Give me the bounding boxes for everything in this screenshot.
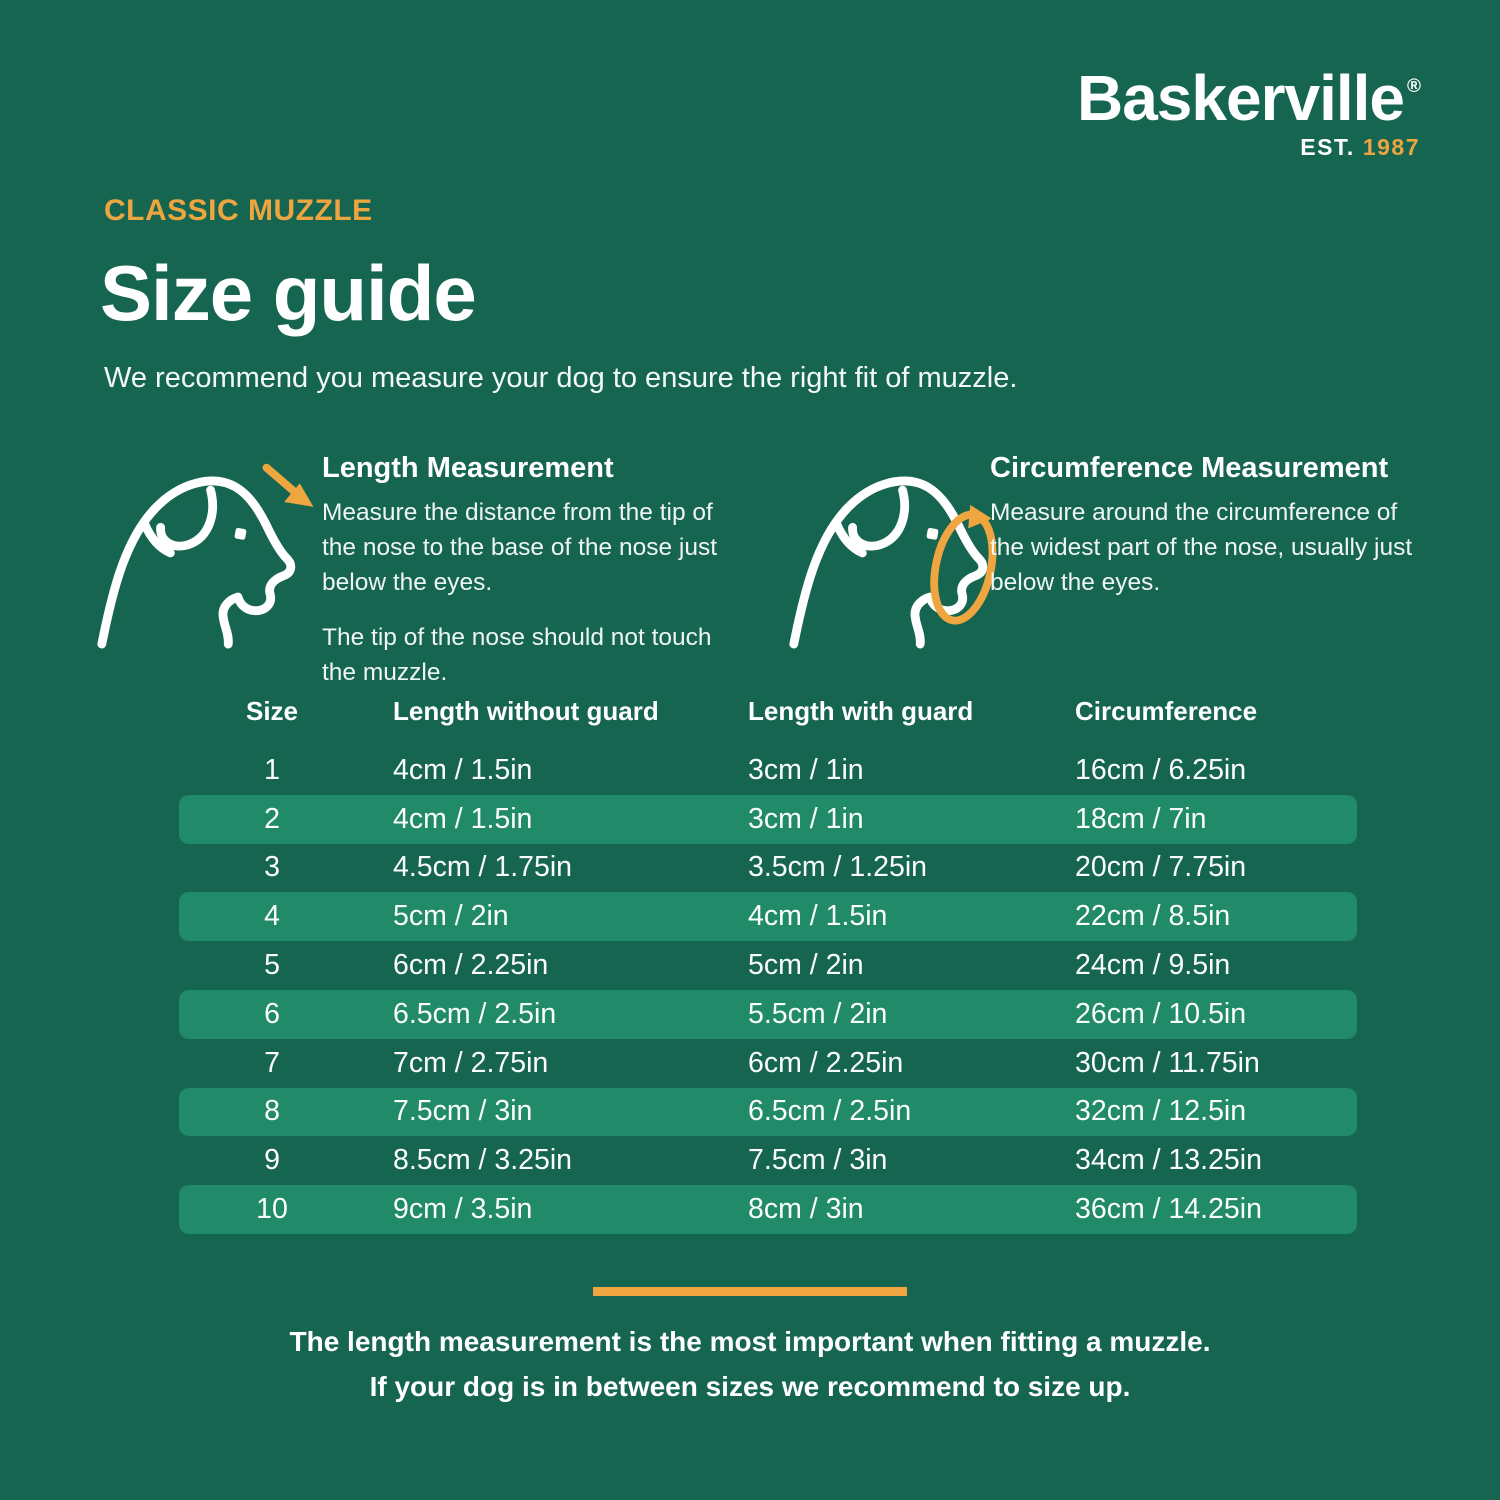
table-header-row: Size Length without guard Length with gu…: [179, 696, 1357, 746]
cell-size: 9: [264, 1144, 280, 1177]
cell-circumference: 18cm / 7in: [1075, 802, 1207, 835]
table-row: 8 7.5cm / 3in 6.5cm / 2.5in 32cm / 12.5i…: [179, 1087, 1357, 1137]
cell-length-with-guard: 5.5cm / 2in: [748, 997, 888, 1030]
length-measurement-title: Length Measurement: [322, 452, 614, 484]
header-length-without-guard: Length without guard: [393, 696, 659, 726]
header-size: Size: [245, 696, 299, 726]
size-table: Size Length without guard Length with gu…: [179, 696, 1357, 1234]
cell-length-without-guard: 8.5cm / 3.25in: [393, 1144, 573, 1177]
cell-circumference: 24cm / 9.5in: [1075, 949, 1231, 982]
header-length-with-guard: Length with guard: [748, 696, 974, 726]
cell-length-with-guard: 3.5cm / 1.25in: [748, 851, 928, 884]
cell-size: 4: [264, 900, 280, 933]
page-title: Size guide: [100, 249, 477, 337]
divider-bar: [593, 1287, 907, 1296]
cell-length-with-guard: 8cm / 3in: [748, 1193, 864, 1226]
cell-circumference: 16cm / 6.25in: [1075, 753, 1247, 786]
cell-circumference: 32cm / 12.5in: [1075, 1095, 1247, 1128]
cell-circumference: 30cm / 11.75in: [1075, 1046, 1260, 1079]
footer-line-1: The length measurement is the most impor…: [289, 1326, 1211, 1357]
cell-length-with-guard: 3cm / 1in: [748, 753, 864, 786]
circumference-measurement-title: Circumference Measurement: [990, 452, 1389, 484]
brand-name: Baskerville: [1076, 62, 1405, 134]
cell-length-without-guard: 9cm / 3.5in: [393, 1193, 533, 1226]
length-measurement-section: Length Measurement Measure the distance …: [322, 452, 750, 710]
table-row: 1 4cm / 1.5in 3cm / 1in 16cm / 6.25in: [179, 746, 1357, 795]
registered-trademark-icon: ®: [1407, 76, 1421, 97]
cell-circumference: 26cm / 10.5in: [1075, 997, 1247, 1030]
brand-established: EST. 1987: [1077, 134, 1420, 161]
cell-size: 5: [264, 949, 280, 982]
cell-size: 6: [264, 997, 280, 1030]
cell-length-without-guard: 4.5cm / 1.75in: [393, 851, 573, 884]
length-measurement-text: Measure the distance from the tip of the…: [322, 499, 718, 597]
cell-size: 10: [256, 1193, 288, 1226]
cell-length-with-guard: 6cm / 2.25in: [748, 1046, 904, 1079]
cell-length-without-guard: 4cm / 1.5in: [393, 802, 533, 835]
circumference-measurement-section: Circumference Measurement Measure around…: [990, 452, 1438, 620]
measure-loop-icon: [930, 504, 997, 625]
cell-length-with-guard: 3cm / 1in: [748, 802, 864, 835]
arrow-icon: [262, 463, 314, 507]
cell-length-without-guard: 7.5cm / 3in: [393, 1095, 533, 1128]
table-body: 1 4cm / 1.5in 3cm / 1in 16cm / 6.25in 2 …: [179, 746, 1357, 1234]
cell-length-with-guard: 4cm / 1.5in: [748, 900, 888, 933]
cell-circumference: 36cm / 14.25in: [1075, 1193, 1262, 1226]
table-row: 2 4cm / 1.5in 3cm / 1in 18cm / 7in: [179, 794, 1357, 844]
cell-length-with-guard: 5cm / 2in: [748, 949, 864, 982]
dog-head-length-icon: [92, 446, 337, 651]
page-subtitle: We recommend you measure your dog to ens…: [104, 362, 1018, 394]
cell-circumference: 34cm / 13.25in: [1075, 1144, 1262, 1177]
est-year: 1987: [1362, 134, 1420, 160]
table-row: 5 6cm / 2.25in 5cm / 2in 24cm / 9.5in: [179, 941, 1357, 990]
cell-size: 7: [264, 1046, 280, 1079]
cell-size: 2: [264, 802, 280, 835]
cell-size: 3: [264, 851, 280, 884]
length-measurement-note: The tip of the nose should not touch the…: [322, 624, 712, 687]
cell-size: 1: [264, 753, 280, 786]
est-label: EST.: [1300, 134, 1355, 160]
cell-length-without-guard: 7cm / 2.75in: [393, 1046, 549, 1079]
table-row: 3 4.5cm / 1.75in 3.5cm / 1.25in 20cm / 7…: [179, 844, 1357, 893]
table-row: 7 7cm / 2.75in 6cm / 2.25in 30cm / 11.75…: [179, 1039, 1357, 1088]
brand-logo: Baskerville ® EST. 1987: [1077, 66, 1421, 161]
cell-length-with-guard: 6.5cm / 2.5in: [748, 1095, 912, 1128]
table-row: 4 5cm / 2in 4cm / 1.5in 22cm / 8.5in: [179, 892, 1357, 942]
table-row: 9 8.5cm / 3.25in 7.5cm / 3in 34cm / 13.2…: [179, 1136, 1357, 1185]
cell-length-with-guard: 7.5cm / 3in: [748, 1144, 888, 1177]
cell-length-without-guard: 6cm / 2.25in: [393, 949, 549, 982]
header-circumference: Circumference: [1075, 696, 1258, 726]
cell-length-without-guard: 6.5cm / 2.5in: [393, 997, 557, 1030]
cell-circumference: 20cm / 7.75in: [1075, 851, 1247, 884]
cell-size: 8: [264, 1095, 280, 1128]
cell-length-without-guard: 5cm / 2in: [393, 900, 509, 933]
circumference-measurement-text: Measure around the circumference of the …: [990, 499, 1413, 597]
cell-length-without-guard: 4cm / 1.5in: [393, 753, 533, 786]
footer-note: The length measurement is the most impor…: [0, 1320, 1500, 1410]
table-row: 10 9cm / 3.5in 8cm / 3in 36cm / 14.25in: [179, 1185, 1357, 1234]
product-category-label: CLASSIC MUZZLE: [104, 194, 373, 227]
dog-head-circumference-icon: [784, 446, 1029, 651]
cell-circumference: 22cm / 8.5in: [1075, 900, 1231, 933]
table-row: 6 6.5cm / 2.5in 5.5cm / 2in 26cm / 10.5i…: [179, 989, 1357, 1039]
footer-line-2: If your dog is in between sizes we recom…: [369, 1370, 1131, 1402]
